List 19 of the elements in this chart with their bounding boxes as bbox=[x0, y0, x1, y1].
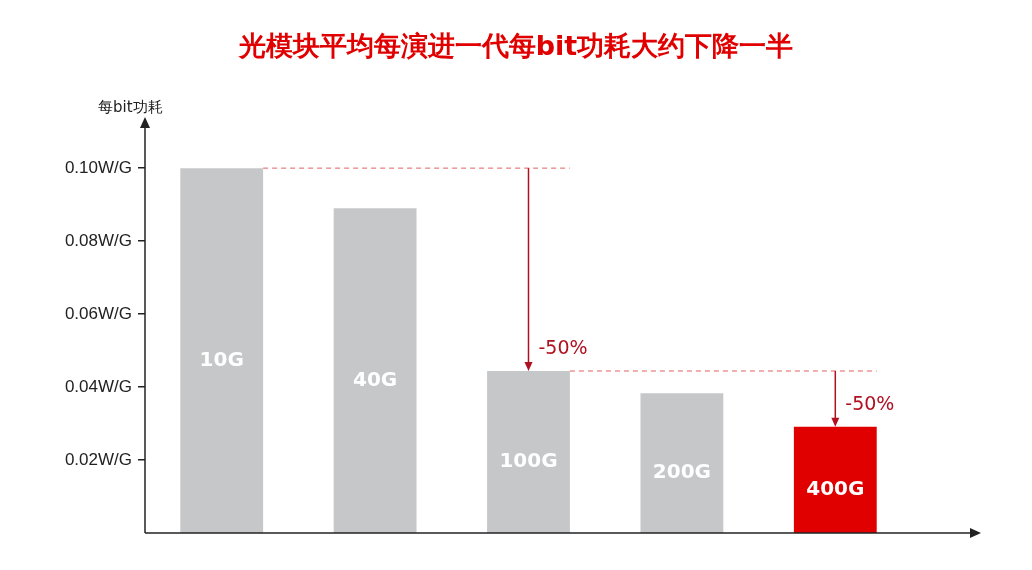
x-tick-label: 400G bbox=[806, 476, 865, 501]
y-axis-title: 每bit功耗 bbox=[98, 98, 163, 117]
x-tick-label: 10G bbox=[199, 346, 244, 371]
y-tick-label: 0.06W/G bbox=[64, 303, 132, 323]
bar bbox=[640, 393, 724, 533]
annotation: -50% bbox=[538, 335, 588, 358]
x-tick-label: 200G bbox=[652, 459, 711, 484]
x-tick-label: 40G bbox=[352, 366, 398, 391]
y-tick-label: 0.02W/G bbox=[64, 449, 132, 469]
annotation: -50% bbox=[845, 391, 895, 414]
y-tick-label: 0.08W/G bbox=[64, 230, 132, 250]
bar bbox=[487, 371, 570, 533]
bar bbox=[793, 426, 877, 533]
y-tick-label: 0.10W/G bbox=[64, 157, 132, 177]
x-tick-label: 100G bbox=[499, 448, 558, 473]
chart-title: 光模块平均每演进一代每bit功耗大约下降一半 bbox=[237, 29, 795, 63]
bar bbox=[333, 208, 417, 533]
y-tick-label: 0.04W/G bbox=[64, 376, 132, 396]
bar bbox=[180, 168, 264, 533]
